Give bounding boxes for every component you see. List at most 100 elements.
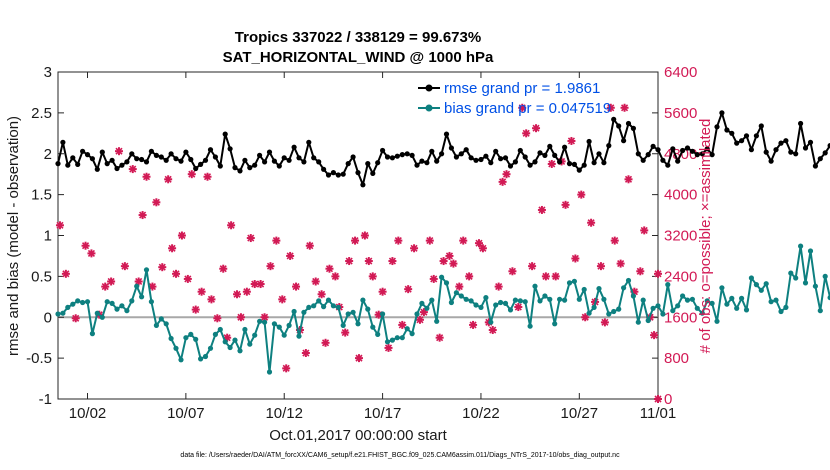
rmse-point	[763, 149, 769, 155]
rmse-point	[321, 166, 327, 172]
obs-count-markers	[55, 103, 662, 403]
rmse-point	[802, 145, 809, 151]
bias-point	[743, 307, 750, 313]
obs-count-point	[138, 211, 147, 220]
rmse-point	[621, 138, 627, 144]
obs-count-point	[120, 262, 129, 271]
bias-point	[478, 304, 484, 310]
bias-point	[812, 283, 819, 289]
rmse-point	[684, 145, 691, 151]
bias-point	[370, 324, 376, 330]
bias-point	[355, 321, 361, 327]
obs-count-point	[384, 343, 393, 352]
rmse-point	[80, 148, 86, 154]
bias-point	[463, 296, 469, 302]
rmse-point	[571, 161, 578, 167]
bias-point	[335, 304, 341, 310]
bias-point	[675, 303, 681, 309]
obs-count-point	[242, 287, 251, 296]
rmse-point	[424, 160, 430, 166]
bias-point	[650, 305, 656, 311]
obs-count-point	[177, 231, 186, 240]
obs-count-point	[410, 244, 419, 253]
obs-count-point	[654, 395, 662, 403]
data-file-footnote: data file: /Users/raeder/DAI/ATM_forcXX/…	[180, 452, 620, 459]
y-axis-label-right: # of obs: o=possible; ×=assimilated	[697, 119, 714, 354]
bias-point	[625, 277, 632, 284]
rmse-point	[360, 182, 366, 188]
obs-count-point	[547, 159, 556, 168]
rmse-point	[522, 154, 528, 160]
rmse-point	[345, 161, 351, 167]
rmse-point	[704, 146, 710, 152]
rmse-point	[655, 147, 661, 153]
obs-count-point	[528, 262, 537, 271]
rmse-point	[301, 159, 307, 165]
obs-count-point	[187, 170, 196, 179]
rmse-point	[75, 161, 81, 167]
bias-point	[389, 337, 395, 343]
obs-count-point	[191, 305, 200, 314]
bias-point	[237, 348, 243, 354]
bias-point	[276, 324, 282, 330]
x-tick-label: 10/07	[167, 405, 205, 422]
obs-count-point	[236, 313, 245, 322]
bias-point	[429, 297, 435, 303]
bias-point	[601, 296, 607, 302]
bias-point	[763, 281, 769, 287]
obs-count-point	[469, 320, 478, 329]
bias-point	[734, 305, 740, 311]
bias-point	[375, 331, 381, 337]
rmse-point	[296, 155, 302, 161]
obs-count-point	[488, 326, 497, 335]
rmse-point	[660, 157, 666, 163]
rmse-point	[547, 143, 553, 149]
rmse-point	[783, 138, 789, 144]
bias-point	[660, 311, 666, 317]
obs-count-point	[368, 272, 377, 281]
bias-point	[114, 306, 120, 312]
obs-count-point	[321, 338, 330, 347]
rmse-point	[158, 154, 164, 160]
bias-point	[148, 299, 154, 305]
bias-point	[94, 310, 100, 316]
bias-point	[311, 303, 317, 309]
axis-ticks-group: 10/02 10/07 10/12 10/17 10/22 10/27 11/01 -1 -0.…	[26, 64, 697, 422]
obs-count-point	[364, 257, 373, 266]
obs-count-point	[425, 236, 434, 245]
rmse-point	[606, 143, 612, 149]
bias-point	[202, 353, 209, 360]
y-tick-label-right: 800	[664, 350, 689, 367]
obs-count-point	[354, 354, 363, 363]
rmse-point	[188, 156, 194, 163]
rmse-point	[291, 144, 297, 150]
rmse-point	[202, 157, 209, 163]
rmse-point	[139, 156, 145, 163]
rmse-point	[330, 170, 336, 176]
bias-point	[178, 357, 184, 363]
rmse-point	[714, 124, 720, 130]
rmse-point	[458, 151, 464, 157]
obs-count-point	[256, 280, 265, 289]
obs-count-point	[445, 251, 454, 260]
rmse-point	[743, 133, 750, 139]
rmse-point	[266, 149, 273, 155]
bias-point	[296, 333, 302, 339]
obs-count-point	[567, 136, 576, 145]
rmse-point	[355, 170, 361, 176]
bias-point	[739, 295, 745, 301]
obs-count-point	[219, 264, 228, 273]
x-tick-label: 10/27	[561, 405, 599, 422]
rmse-point	[807, 139, 814, 145]
bias-point	[645, 317, 651, 324]
obs-count-point	[439, 257, 448, 266]
rmse-point	[502, 155, 509, 161]
rmse-point	[719, 110, 725, 116]
bias-point	[527, 323, 533, 329]
rmse-point	[586, 138, 592, 145]
bias-point	[419, 300, 425, 306]
obs-count-point	[278, 295, 287, 304]
obs-count-point	[459, 236, 468, 245]
obs-count-point	[142, 172, 151, 181]
